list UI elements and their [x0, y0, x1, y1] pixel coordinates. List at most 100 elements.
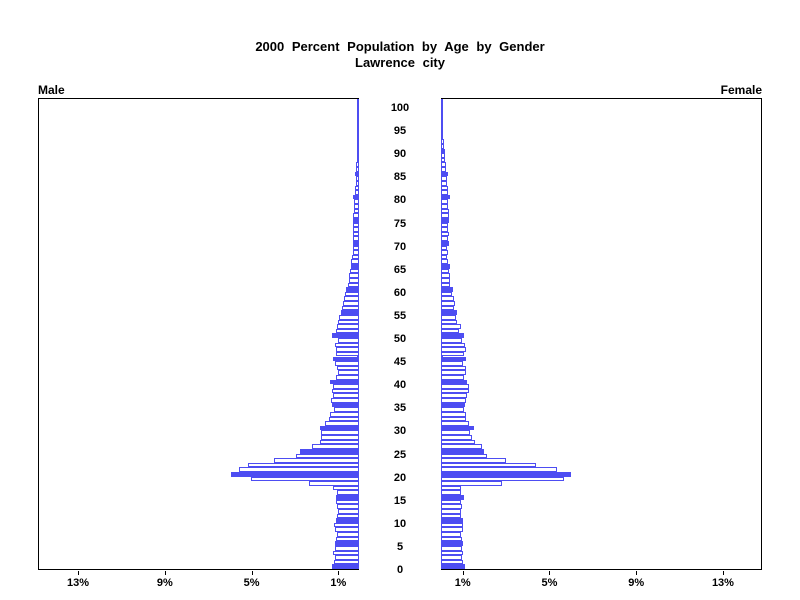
female-bar-age-90: [441, 148, 446, 154]
male-bar-age-37: [332, 393, 359, 399]
female-bar-age-98: [441, 111, 443, 117]
male-xtick-9: [164, 571, 166, 575]
female-bar-age-76: [441, 213, 449, 218]
male-xtick-1: [338, 571, 340, 575]
female-bar-age-45: [441, 356, 466, 362]
male-bar-age-29: [321, 430, 359, 436]
male-bar-age-55: [340, 310, 359, 315]
male-bar-age-48: [335, 342, 359, 348]
male-bar-age-75: [352, 217, 359, 223]
female-bar-age-68: [441, 250, 448, 255]
female-bar-age-67: [441, 254, 448, 260]
female-bar-age-66: [441, 259, 448, 265]
female-bar-age-80: [441, 194, 450, 200]
female-xtick-5: [549, 571, 551, 575]
male-bar-age-4: [335, 545, 359, 551]
male-bar-age-68: [352, 250, 359, 255]
female-bar-age-86: [441, 167, 447, 172]
female-bar-age-93: [441, 134, 444, 140]
male-bar-age-23: [274, 458, 359, 463]
female-bar-age-47: [441, 347, 466, 352]
female-bar-age-37: [441, 393, 468, 399]
male-bar-age-62: [348, 277, 359, 283]
male-bar-age-86: [356, 167, 359, 172]
female-bar-age-87: [441, 162, 446, 168]
male-bar-age-38: [331, 388, 359, 394]
male-bar-age-57: [342, 301, 359, 306]
male-bar-age-84: [355, 176, 359, 181]
female-bar-age-50: [441, 333, 464, 338]
age-tick-label-100: 100: [390, 102, 410, 114]
female-bar-age-46: [441, 351, 464, 357]
male-bar-age-28: [321, 435, 359, 440]
age-tick-label-95: 95: [393, 125, 407, 138]
male-bar-age-45: [332, 356, 359, 362]
female-bar-age-96: [441, 120, 443, 126]
female-bar-age-4: [441, 545, 462, 551]
male-bar-age-22: [248, 462, 359, 468]
male-bar-age-49: [338, 338, 359, 343]
female-bar-age-19: [441, 476, 564, 482]
female-bar-age-0: [441, 564, 465, 569]
female-bar-age-27: [441, 439, 475, 445]
female-bar-age-99: [441, 107, 443, 112]
age-tick-label-45: 45: [393, 356, 407, 369]
female-bar-age-8: [441, 527, 463, 533]
female-bar-age-56: [441, 305, 455, 311]
female-bar-age-100: [441, 102, 443, 107]
male-bar-age-66: [351, 259, 359, 265]
male-bar-age-59: [344, 291, 359, 297]
male-bar-age-69: [352, 245, 359, 251]
male-bar-age-74: [353, 222, 359, 228]
female-xtick-13: [722, 571, 724, 575]
male-bar-age-1: [334, 559, 359, 565]
male-bar-age-58: [343, 296, 359, 302]
female-bar-age-57: [441, 301, 456, 306]
female-bar-age-17: [441, 485, 461, 491]
female-bar-age-55: [441, 310, 458, 315]
age-tick-label-30: 30: [393, 425, 407, 438]
female-bar-age-24: [441, 453, 487, 459]
male-bar-age-21: [238, 467, 359, 472]
male-bar-age-2: [335, 555, 359, 560]
male-bar-age-64: [350, 268, 359, 274]
male-bar-age-78: [353, 204, 359, 209]
female-bar-age-36: [441, 398, 466, 403]
female-bar-age-1: [441, 559, 463, 565]
female-bar-age-40: [441, 379, 468, 385]
female-bar-age-7: [441, 532, 461, 537]
female-bar-age-72: [441, 231, 449, 237]
male-bar-age-18: [309, 481, 359, 486]
female-bar-age-48: [441, 342, 465, 348]
male-bar-age-87: [356, 162, 359, 168]
female-bar-age-28: [441, 435, 473, 440]
male-xtick-5: [251, 571, 253, 575]
male-bar-age-54: [339, 314, 359, 320]
male-bar-age-9: [334, 522, 359, 528]
female-bar-age-35: [441, 402, 465, 408]
female-bar-age-83: [441, 180, 448, 186]
male-bar-age-30: [319, 425, 359, 431]
male-bar-age-81: [354, 190, 359, 195]
female-plot-area: 1% 5% 9% 13%: [441, 98, 762, 589]
male-bar-age-24: [296, 453, 359, 459]
female-bar-age-44: [441, 361, 463, 366]
age-tick-label-0: 0: [396, 564, 404, 576]
male-xtick-label-13: 13%: [67, 577, 90, 589]
female-bar-age-33: [441, 411, 466, 417]
female-bar-age-85: [441, 171, 448, 177]
age-tick-label-85: 85: [393, 171, 407, 184]
male-bar-age-83: [355, 180, 359, 186]
male-bar-age-46: [336, 351, 359, 357]
female-xtick-label-1: 1%: [454, 577, 471, 589]
male-bar-age-65: [350, 264, 359, 269]
male-bar-age-70: [352, 241, 359, 246]
female-bar-age-54: [441, 314, 457, 320]
female-bar-age-52: [441, 324, 461, 329]
age-tick-label-25: 25: [393, 448, 407, 461]
female-bar-age-59: [441, 291, 452, 297]
female-bar-age-84: [441, 176, 447, 181]
male-bar-age-56: [341, 305, 359, 311]
male-xtick-label-5: 5%: [243, 577, 260, 589]
female-bar-age-5: [441, 541, 463, 546]
